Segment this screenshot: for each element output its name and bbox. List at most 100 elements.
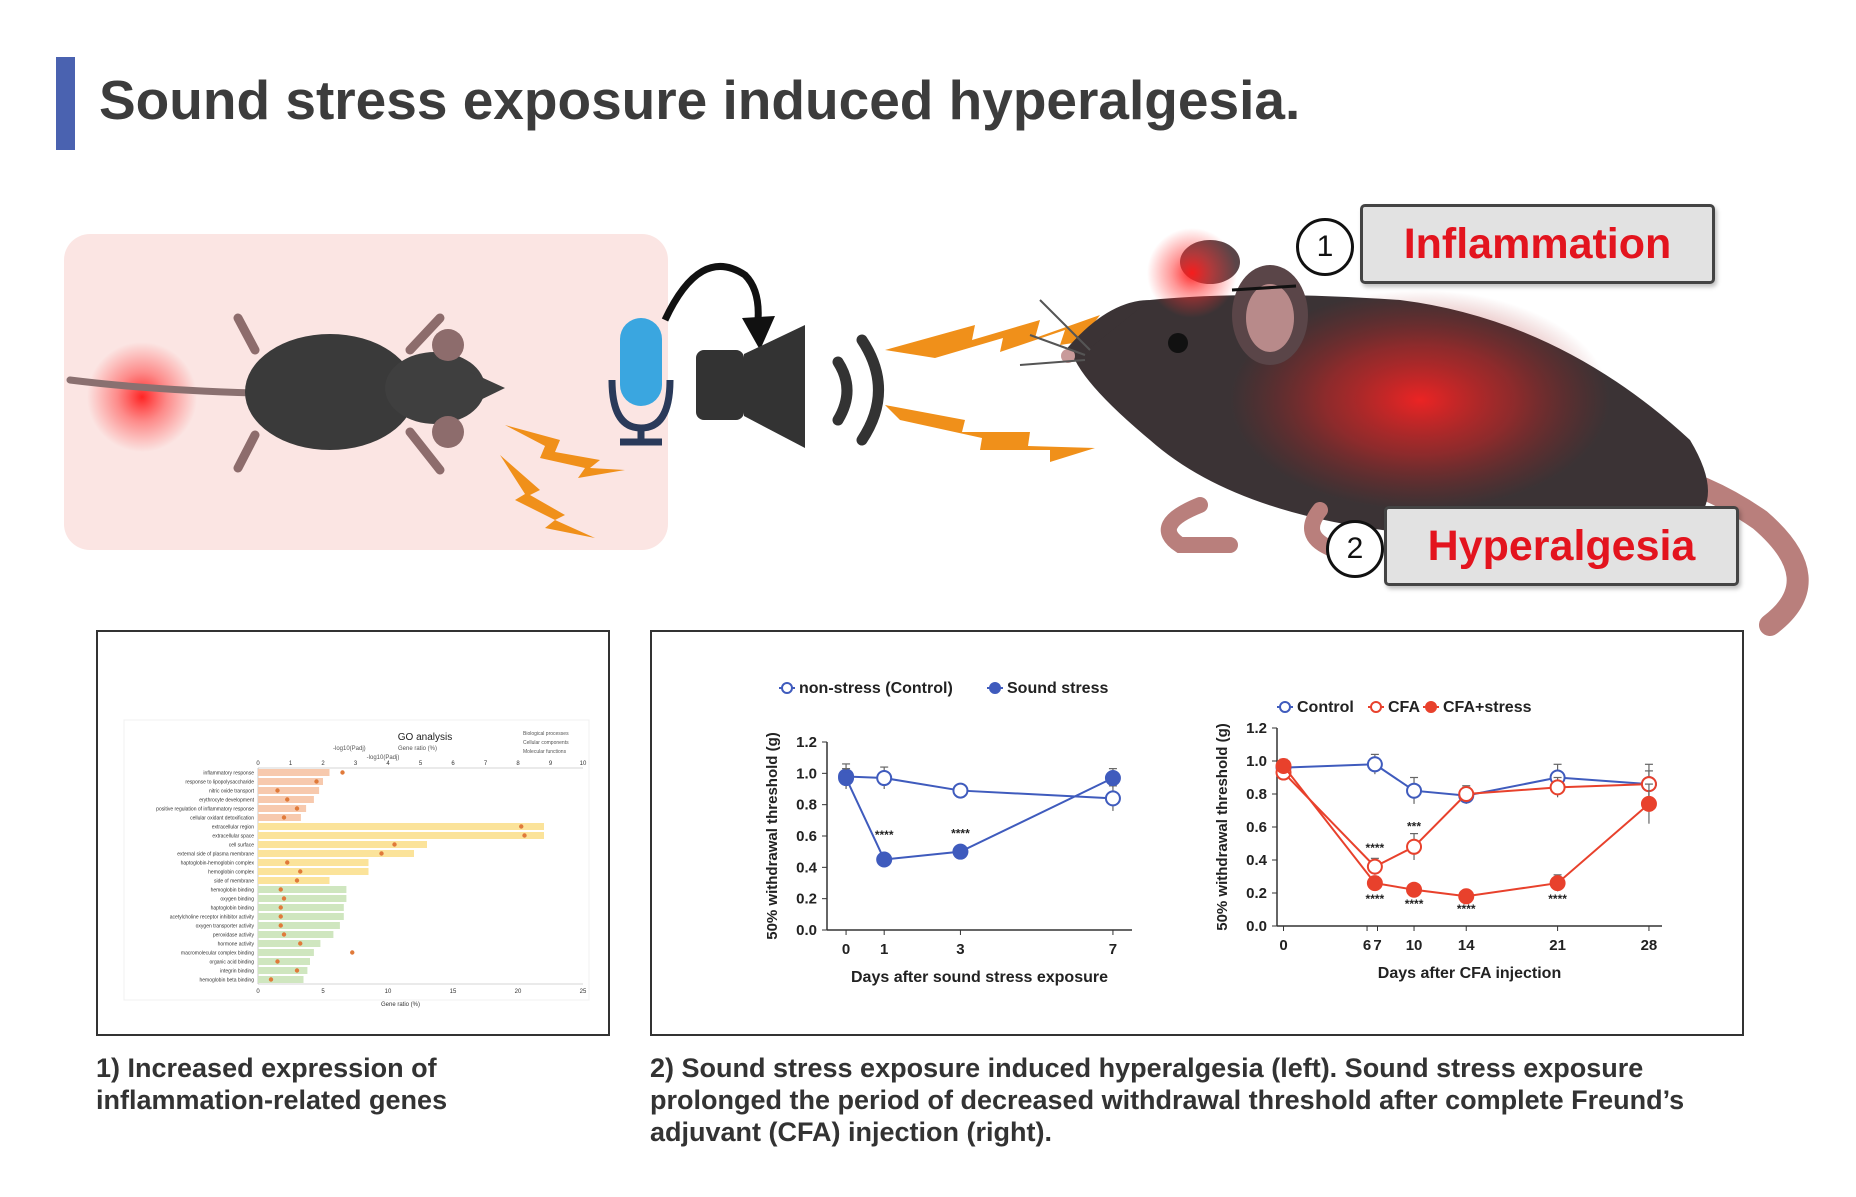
go-top-tick-label: 3	[354, 761, 358, 767]
go-term-label: hormone activity	[218, 942, 255, 948]
go-analysis-panel: GO analysis -log10(Padj) Gene ratio (%) -lo…	[96, 630, 610, 1036]
go-top-tick-label: 4	[386, 761, 390, 767]
go-bar	[258, 967, 308, 974]
significance-label: ****	[1366, 892, 1385, 906]
hyperalgesia-callout: Hyperalgesia	[1384, 506, 1739, 586]
go-bar	[258, 850, 414, 857]
go-bar	[258, 868, 369, 875]
x-tick-label: 7	[1109, 941, 1117, 958]
y-tick-label: 0.2	[796, 891, 817, 908]
curved-arrow-icon	[661, 263, 775, 350]
go-category-legend: Biological processes	[523, 731, 569, 737]
series-line-cfa	[1282, 771, 1649, 868]
go-padj-dot	[275, 788, 280, 793]
go-bar	[258, 814, 301, 821]
go-term-label: organic acid binding	[210, 960, 255, 966]
data-point	[1104, 790, 1121, 807]
data-point	[1549, 875, 1566, 892]
go-padj-dot	[294, 806, 300, 811]
x-axis-label: Days after CFA injection	[1378, 965, 1561, 982]
data-point	[952, 782, 969, 799]
go-bottom-tick-label: 25	[580, 989, 587, 995]
go-padj-dot	[379, 851, 384, 856]
tail-inflammation-glow	[87, 342, 197, 452]
data-point	[1275, 757, 1292, 774]
callout-number-1: 1	[1296, 218, 1354, 276]
go-bar	[258, 895, 347, 902]
series-line-control	[1283, 763, 1650, 797]
go-bar	[258, 877, 330, 884]
go-term-label: hemoglobin binding	[211, 888, 255, 894]
go-padj-dot	[285, 860, 290, 865]
x-tick-label: 10	[1406, 937, 1423, 954]
significance-label: ****	[1405, 897, 1424, 911]
data-point	[1458, 786, 1475, 802]
go-bar	[258, 886, 347, 893]
significance-label: ****	[1457, 902, 1476, 916]
go-padj-dot	[278, 914, 283, 919]
go-bar	[258, 958, 310, 965]
go-bar	[258, 931, 334, 938]
significance-label: ****	[1366, 841, 1385, 855]
x-tick-label: 1	[880, 941, 888, 958]
go-bar	[258, 787, 320, 794]
go-bottom-tick-label: 5	[321, 989, 325, 995]
x-tick-label: 14	[1458, 937, 1475, 954]
go-padj-dot	[392, 842, 397, 847]
caption-behavior: 2) Sound stress exposure induced hyperal…	[650, 1053, 1685, 1147]
x-tick-label: 0	[1279, 937, 1287, 954]
go-padj-dot	[350, 950, 355, 955]
legend-marker	[1279, 701, 1291, 713]
go-term-label: haptoglobin binding	[211, 906, 255, 912]
lightning-icon	[885, 315, 1100, 462]
speaker-icon	[696, 325, 805, 448]
go-padj-dot	[285, 797, 290, 802]
y-tick-label: 0.6	[1246, 819, 1267, 836]
go-padj-dot	[314, 779, 319, 784]
series-line-non-stress-control-	[846, 775, 1113, 800]
significance-label: ***	[1407, 819, 1421, 833]
go-term-label: oxygen binding	[220, 897, 254, 903]
caption-go: 1) Increased expression of inflammation-…	[96, 1053, 448, 1115]
mouse-top-view-icon	[66, 313, 505, 475]
go-top-tick-label: 6	[451, 761, 455, 767]
data-point	[1406, 881, 1423, 898]
go-top-tick-label: 9	[549, 761, 553, 767]
go-top-tick-label: 2	[321, 761, 325, 767]
go-padj-dot	[519, 824, 524, 829]
go-top-tick-label: 10	[580, 761, 587, 767]
go-bar	[258, 823, 544, 830]
go-bar	[258, 778, 323, 785]
sound-waves-icon	[832, 334, 884, 446]
y-tick-label: 1.0	[1246, 753, 1267, 770]
go-padj-dot	[278, 923, 283, 928]
data-point	[952, 843, 969, 860]
go-top-tick-label: 1	[289, 761, 293, 767]
data-point	[838, 770, 855, 787]
y-tick-label: 0.4	[796, 859, 818, 876]
go-bar	[258, 976, 304, 983]
go-padj-dot	[281, 896, 287, 901]
go-bottom-tick-label: 0	[256, 989, 260, 995]
go-padj-dot	[298, 941, 303, 946]
go-padj-dot	[298, 869, 303, 874]
legend-label: Sound stress	[1007, 680, 1108, 697]
series-line-cfa-stress	[1282, 765, 1650, 898]
legend-label: non-stress (Control)	[799, 680, 953, 697]
go-term-label: erythrocyte development	[199, 798, 254, 804]
go-bar	[258, 859, 369, 866]
go-bottom-tick-label: 20	[515, 989, 522, 995]
go-term-label: integrin binding	[220, 969, 254, 975]
go-term-label: side of membrane	[214, 879, 254, 885]
go-term-label: acetylcholine receptor inhibitor activit…	[170, 915, 255, 921]
x-tick-label: 6	[1363, 937, 1371, 954]
title-accent-bar	[56, 57, 75, 150]
go-bar	[258, 832, 544, 839]
data-point	[876, 770, 893, 787]
go-bar	[258, 940, 321, 947]
go-term-label: macromolecular complex binding	[181, 951, 254, 957]
go-padj-dot	[294, 968, 300, 973]
go-term-label: oxygen transporter activity	[196, 924, 255, 930]
data-point	[1366, 756, 1383, 773]
go-bar	[258, 805, 307, 812]
